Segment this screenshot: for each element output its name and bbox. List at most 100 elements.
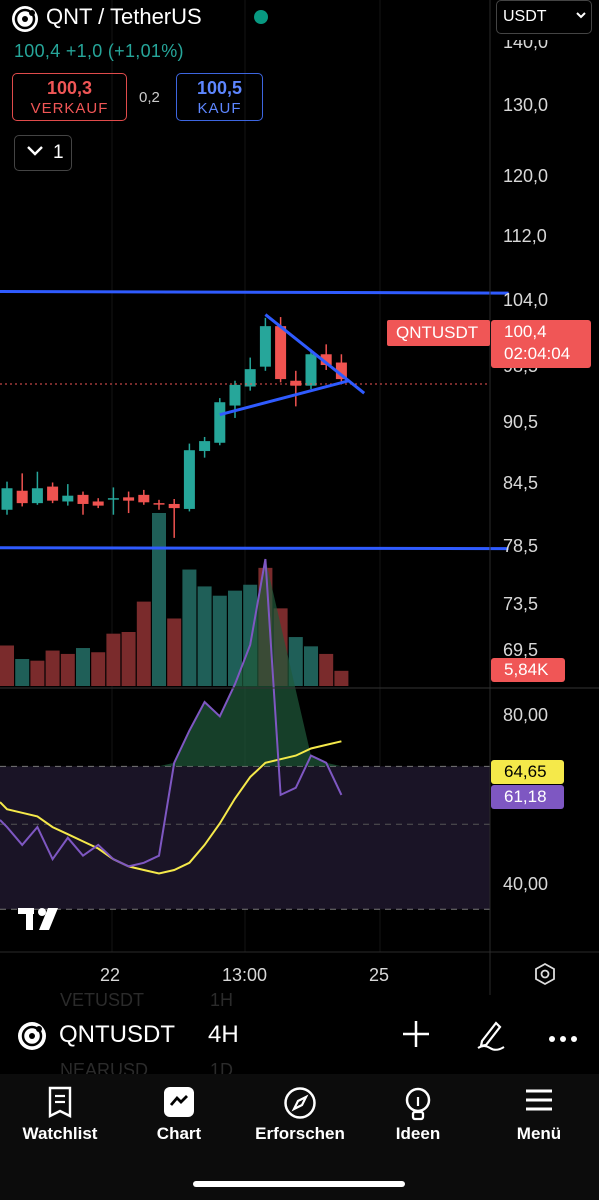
drawing-tools-icon[interactable] <box>474 1017 506 1056</box>
quote-line: 100,4 +1,0 (+1,01%) <box>14 41 184 61</box>
candle-body <box>199 441 211 452</box>
price-axis-label: 84,5 <box>503 473 539 493</box>
candle-body <box>123 497 135 501</box>
price-axis-label: 112,0 <box>503 226 547 246</box>
tradingview-logo-icon <box>18 906 66 937</box>
more-options-icon[interactable] <box>548 1030 578 1048</box>
time-axis-label: 22 <box>100 965 121 985</box>
nav-explore[interactable]: Erforschen <box>245 1086 355 1144</box>
volume-bar <box>91 652 106 686</box>
indicator-count: 1 <box>53 142 64 163</box>
candle-body <box>335 362 347 380</box>
qnt-logo-icon <box>12 6 38 32</box>
price-axis-label: 90,5 <box>503 412 539 432</box>
volume-bar <box>197 586 212 686</box>
ghost-symbol: VETUSDT <box>60 990 145 1010</box>
sell-price: 100,3 <box>46 78 93 98</box>
rsi-ma-line <box>0 740 342 875</box>
candle-body <box>153 503 165 505</box>
price-axis-label: 120,0 <box>503 166 549 186</box>
volume-tag: 5,84K <box>491 658 565 682</box>
trendline-support <box>0 546 509 551</box>
volume-bar <box>212 595 227 686</box>
rsi-axis-label: 80,00 <box>503 705 549 725</box>
candle-body <box>62 495 74 502</box>
price-axis-label: 140,0 <box>503 32 549 52</box>
candle-body <box>183 450 195 509</box>
compass-icon <box>245 1086 355 1119</box>
candle-body <box>107 498 119 500</box>
candle-body <box>305 354 317 386</box>
chart-settings-icon[interactable] <box>533 962 557 991</box>
indicator-collapse-button[interactable]: 1 <box>14 135 72 171</box>
volume-bar <box>60 653 75 686</box>
chevron-down-icon <box>25 143 45 165</box>
lightbulb-icon <box>363 1086 473 1121</box>
nav-watchlist[interactable]: Watchlist <box>5 1086 115 1144</box>
volume-bar <box>228 590 242 686</box>
volume-bar <box>167 618 182 686</box>
sell-button[interactable]: 100,3 VERKAUF <box>12 73 127 121</box>
currency-select[interactable]: USDT <box>496 0 592 34</box>
rsi-ma-tag: 64,65 <box>491 760 564 784</box>
volume-bar <box>121 631 136 686</box>
nav-ideas[interactable]: Ideen <box>363 1086 473 1144</box>
volume-bar <box>319 653 334 686</box>
nav-chart[interactable]: Chart <box>124 1086 234 1144</box>
candle-body <box>275 326 287 380</box>
toolbar-symbol[interactable]: QNTUSDT <box>59 1021 175 1048</box>
volume-bar <box>136 601 151 686</box>
buy-button[interactable]: 100,5 KAUF <box>176 73 263 121</box>
candle-body <box>290 380 302 386</box>
candle-body <box>16 490 28 504</box>
nav-menu[interactable]: Menü <box>484 1086 594 1144</box>
symbol-toolbar: QNTUSDT 4H <box>0 1010 599 1072</box>
volume-bar <box>334 670 349 686</box>
rsi-ma-value: 64,65 <box>504 762 547 781</box>
chevron-down-icon <box>575 8 587 26</box>
symbol-price-tag: QNTUSDT <box>387 320 490 346</box>
rsi-axis-label: 40,00 <box>503 874 549 894</box>
symbol-tag-label: QNTUSDT <box>396 323 479 342</box>
menu-icon <box>484 1086 594 1118</box>
market-status-icon <box>254 10 268 24</box>
price-chart[interactable] <box>0 0 599 1000</box>
home-indicator <box>193 1181 405 1187</box>
symbol-title[interactable]: QNT / TetherUS <box>46 4 202 29</box>
candle-body <box>229 384 241 406</box>
time-axis-label: 13:00 <box>222 965 268 985</box>
trendline-resistance <box>0 289 509 295</box>
ghost-interval: 1H <box>210 990 234 1010</box>
candle-body <box>47 486 59 501</box>
bottom-nav <box>0 1074 599 1200</box>
nav-label: Erforschen <box>255 1124 345 1143</box>
last-price-box: 100,4 02:04:04 <box>491 320 591 368</box>
buy-label: KAUF <box>197 100 242 117</box>
volume-value: 5,84K <box>504 660 549 679</box>
volume-bar <box>288 637 303 686</box>
nav-label: Menü <box>516 1124 562 1143</box>
nav-label: Watchlist <box>22 1124 98 1143</box>
trendline-triangle-lower <box>219 379 350 417</box>
nav-label: Chart <box>156 1124 202 1143</box>
candle-body <box>1 488 13 510</box>
bar-countdown: 02:04:04 <box>504 344 571 363</box>
price-axis-label: 78,5 <box>503 536 539 556</box>
volume-bar <box>182 569 197 686</box>
rsi-band <box>0 766 490 910</box>
last-price: 100,4 <box>504 322 547 341</box>
volume-bar <box>76 648 90 686</box>
rsi-overbought-fill <box>159 559 342 767</box>
candle-body <box>138 494 150 503</box>
candle-body <box>259 326 271 367</box>
toolbar-interval[interactable]: 4H <box>208 1021 239 1048</box>
chart-icon <box>124 1086 234 1118</box>
candle-body <box>214 402 226 443</box>
qnt-logo-icon <box>18 1022 46 1050</box>
price-axis-label: 69,5 <box>503 640 539 660</box>
add-icon[interactable] <box>401 1019 431 1054</box>
volume-bar <box>15 658 30 686</box>
volume-bar <box>152 513 166 686</box>
candle-body <box>31 488 43 504</box>
price-axis-label: 130,0 <box>503 95 549 115</box>
